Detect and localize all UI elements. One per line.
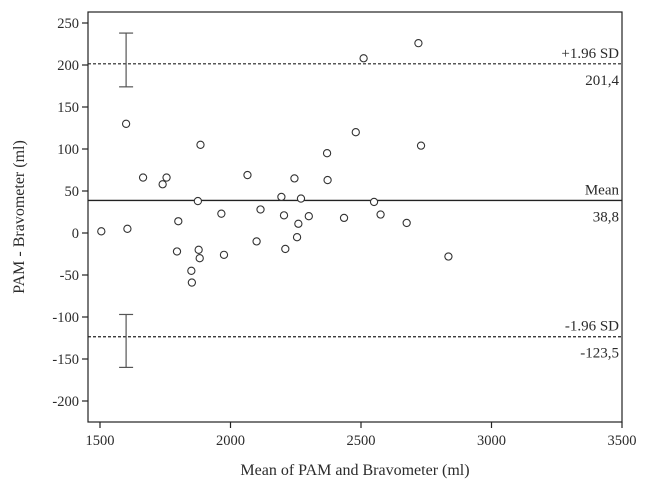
data-point xyxy=(281,244,290,254)
data-point xyxy=(187,266,196,275)
data-point xyxy=(294,219,303,228)
data-point xyxy=(187,278,197,287)
data-point xyxy=(217,209,226,218)
data-point xyxy=(376,210,385,219)
y-tick-label: -50 xyxy=(60,268,79,284)
upper-line-name: +1.96 SD xyxy=(561,46,619,62)
data-point xyxy=(323,175,332,185)
y-axis-title: PAM - Bravometer (ml) xyxy=(11,140,28,294)
data-point xyxy=(304,212,313,221)
data-point xyxy=(339,213,349,223)
y-tick-label: -100 xyxy=(52,310,79,326)
data-point xyxy=(172,247,182,256)
data-point xyxy=(414,39,423,48)
data-point xyxy=(256,205,265,214)
x-tick-label: 3000 xyxy=(477,433,506,449)
data-point xyxy=(158,180,167,189)
data-point xyxy=(243,170,252,180)
data-point xyxy=(193,196,203,206)
limit-error-bar xyxy=(119,313,134,368)
data-point xyxy=(402,218,411,228)
x-tick-label: 1500 xyxy=(86,433,115,449)
data-point xyxy=(290,174,299,183)
data-points xyxy=(97,39,453,287)
y-axis: -200 -150 -100 -50 0 50 100 150 200 250 xyxy=(52,16,88,410)
data-point xyxy=(162,173,171,182)
y-tick-label: 0 xyxy=(72,226,79,242)
data-point xyxy=(322,149,332,158)
data-point xyxy=(219,250,229,259)
upper-line-value: 201,4 xyxy=(585,73,619,89)
y-tick-label: 150 xyxy=(57,100,79,116)
data-point xyxy=(351,128,360,137)
data-point xyxy=(279,211,289,220)
limit-error-bar xyxy=(119,32,134,88)
data-point xyxy=(194,245,203,254)
data-point xyxy=(123,224,132,233)
y-tick-label: -150 xyxy=(52,352,79,368)
x-tick-label: 2000 xyxy=(216,433,245,449)
y-tick-label: 100 xyxy=(57,142,79,158)
data-point xyxy=(444,252,453,261)
y-tick-label: 50 xyxy=(65,184,80,200)
data-point xyxy=(174,217,183,226)
data-point xyxy=(416,141,426,150)
reference-lines: +1.96 SD 201,4 Mean 38,8 -1.96 SD -123,5 xyxy=(88,46,622,362)
y-tick-label: 250 xyxy=(57,16,79,32)
plot-frame xyxy=(87,11,623,423)
data-point xyxy=(296,194,306,203)
mean-line-name: Mean xyxy=(585,182,620,198)
data-point xyxy=(369,197,379,207)
data-point xyxy=(138,173,148,182)
error-bars xyxy=(119,32,134,368)
y-tick-label: -200 xyxy=(52,394,79,410)
data-point xyxy=(252,237,261,246)
data-point xyxy=(97,227,106,236)
data-point xyxy=(359,54,368,63)
lower-line-name: -1.96 SD xyxy=(565,319,619,335)
mean-line-value: 38,8 xyxy=(593,209,619,225)
data-point xyxy=(292,233,302,242)
x-tick-label: 3500 xyxy=(608,433,637,449)
data-point xyxy=(195,254,204,263)
x-tick-label: 2500 xyxy=(347,433,376,449)
data-point xyxy=(121,119,131,128)
x-axis-title: Mean of PAM and Bravometer (ml) xyxy=(240,462,469,479)
y-tick-label: 200 xyxy=(57,58,79,74)
lower-line-value: -123,5 xyxy=(580,346,619,362)
x-axis: 1500 2000 2500 3000 3500 xyxy=(86,422,637,449)
data-point xyxy=(196,140,205,149)
data-point xyxy=(277,192,286,202)
